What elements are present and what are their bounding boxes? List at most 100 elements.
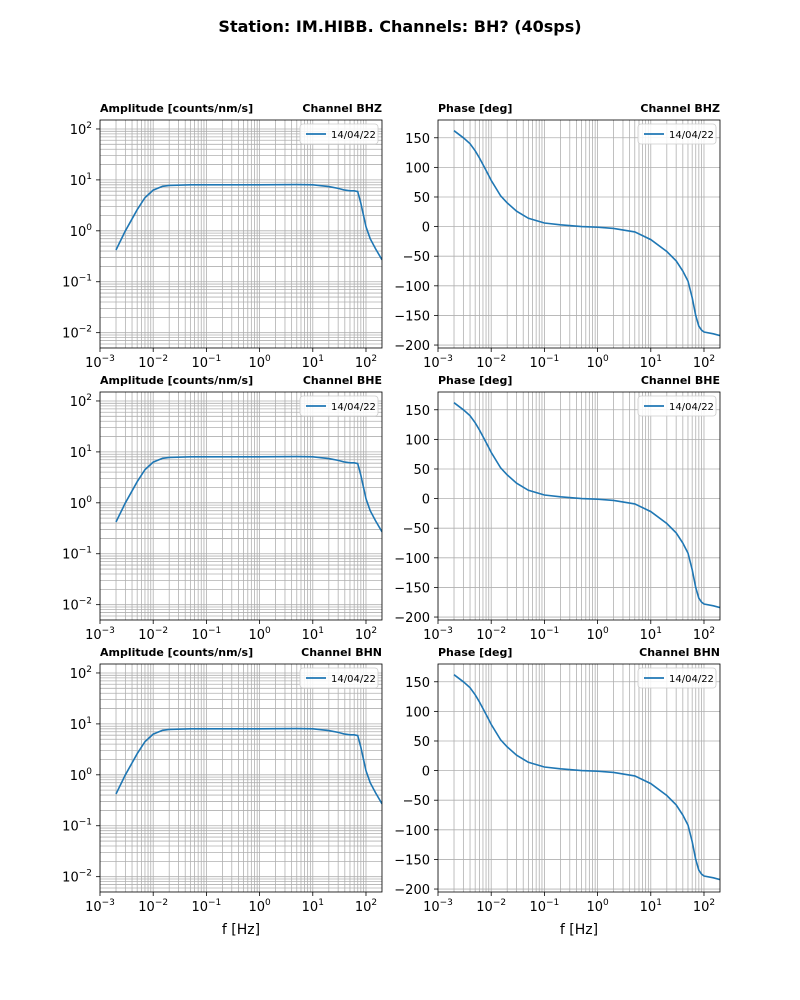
y-tick-label: 50 — [413, 191, 430, 206]
x-tick-label: 100 — [248, 898, 271, 915]
x-tick-label: 10−3 — [423, 626, 453, 643]
y-tick-label: −100 — [394, 552, 430, 567]
x-tick-label: 100 — [248, 626, 271, 643]
x-tick-label: 10−3 — [85, 626, 115, 643]
panel-title-right: Channel BHZ — [640, 102, 720, 115]
y-tick-label: 102 — [70, 393, 92, 410]
y-tick-label: −50 — [403, 522, 430, 537]
axes-frame — [437, 663, 721, 893]
y-tick-label: 150 — [405, 132, 430, 147]
y-tick-label: 100 — [405, 433, 430, 448]
y-tick-label: 150 — [405, 676, 430, 691]
y-tick-label: −50 — [403, 250, 430, 265]
figure-title: Station: IM.HIBB. Channels: BH? (40sps) — [218, 17, 581, 36]
y-tick-label: 0 — [422, 493, 430, 508]
legend-box — [637, 667, 717, 689]
grid-lines — [438, 664, 720, 892]
panel-title-left: Phase [deg] — [438, 374, 512, 387]
x-tick-label: 10−1 — [529, 626, 559, 643]
panel-phase-bhn: 10−3 10−2 10−1 100 101 102 150 100 50 0 −50 −100 −15… — [394, 646, 721, 938]
y-tick-label: −200 — [394, 883, 430, 898]
y-tick-label: 150 — [405, 404, 430, 419]
y-tick-label: 0 — [422, 765, 430, 780]
y-tick-label: 10−2 — [62, 325, 92, 342]
y-tick-label: 100 — [405, 161, 430, 176]
legend: 14/04/22 — [299, 123, 379, 145]
x-tick-label: 102 — [693, 354, 715, 371]
legend-box — [637, 123, 717, 145]
legend: 14/04/22 — [637, 395, 717, 417]
legend-box — [299, 395, 379, 417]
x-tick-label: 10−1 — [529, 354, 559, 371]
series-line — [115, 183, 382, 261]
x-tick-label: 10−2 — [476, 626, 506, 643]
legend-label: 14/04/22 — [669, 674, 714, 685]
panel-title-left: Amplitude [counts/nm/s] — [100, 374, 253, 387]
y-tick-label: −200 — [394, 339, 430, 354]
x-tick-label: 100 — [586, 354, 609, 371]
y-tick-label: 100 — [70, 223, 93, 240]
legend-label: 14/04/22 — [669, 402, 714, 413]
x-tick-label: 10−2 — [138, 626, 168, 643]
legend: 14/04/22 — [299, 667, 379, 689]
legend-label: 14/04/22 — [331, 402, 376, 413]
panel-amplitude-bhe: 10−3 10−2 10−1 100 101 102 10−2 10−1 100 101 102 Am… — [62, 374, 383, 643]
y-tick-label: 101 — [70, 444, 92, 461]
x-tick-label: 102 — [355, 898, 377, 915]
axes-frame — [437, 391, 721, 621]
y-tick-label: 100 — [405, 705, 430, 720]
x-tick-label: 101 — [640, 626, 662, 643]
panel-amplitude-bhn: 10−3 10−2 10−1 100 101 102 10−2 10−1 100 101 102 Am… — [62, 646, 383, 938]
x-tick-label: 102 — [693, 898, 715, 915]
x-tick-label: 102 — [355, 626, 377, 643]
y-tick-label: −200 — [394, 611, 430, 626]
legend-label: 14/04/22 — [331, 130, 376, 141]
y-tick-label: 10−1 — [62, 274, 92, 291]
series-line — [453, 402, 720, 609]
panels-group: 10−3 10−2 10−1 100 101 102 10−2 10−1 100 101 102 Am… — [62, 102, 721, 938]
x-tick-label: 101 — [640, 898, 662, 915]
x-tick-label: 10−1 — [191, 626, 221, 643]
legend-box — [637, 395, 717, 417]
grid-lines — [100, 392, 382, 620]
y-tick-label: 0 — [422, 221, 430, 236]
x-tick-label: 10−1 — [529, 898, 559, 915]
axes-frame — [437, 119, 721, 349]
y-tick-label: −150 — [394, 581, 430, 596]
grid-lines — [100, 120, 382, 348]
axes-frame — [99, 119, 383, 349]
x-tick-label: 10−3 — [85, 354, 115, 371]
x-tick-label: 10−2 — [138, 898, 168, 915]
legend-label: 14/04/22 — [331, 674, 376, 685]
x-tick-label: 10−2 — [476, 354, 506, 371]
y-tick-label: 10−2 — [62, 869, 92, 886]
x-tick-label: 100 — [586, 626, 609, 643]
y-tick-label: 10−1 — [62, 546, 92, 563]
y-tick-label: 101 — [70, 172, 92, 189]
y-tick-label: 50 — [413, 463, 430, 478]
y-tick-label: −150 — [394, 853, 430, 868]
panel-phase-bhz: 10−3 10−2 10−1 100 101 102 150 100 50 0 −50 −100 −15… — [394, 102, 721, 371]
x-tick-label: 101 — [302, 354, 324, 371]
x-tick-label: 101 — [302, 626, 324, 643]
x-tick-label: 10−3 — [423, 898, 453, 915]
y-tick-label: 10−2 — [62, 597, 92, 614]
x-axis-label: f [Hz] — [222, 922, 260, 938]
y-tick-label: 100 — [70, 495, 93, 512]
y-tick-label: 10−1 — [62, 818, 92, 835]
panel-title-right: Channel BHN — [639, 646, 720, 659]
legend-box — [299, 667, 379, 689]
x-tick-label: 100 — [586, 898, 609, 915]
panel-title-right: Channel BHE — [303, 374, 382, 387]
legend: 14/04/22 — [299, 395, 379, 417]
grid-lines — [100, 664, 382, 892]
legend-box — [299, 123, 379, 145]
series-line — [115, 455, 382, 533]
x-tick-label: 10−2 — [138, 354, 168, 371]
panel-title-right: Channel BHZ — [302, 102, 382, 115]
grid-lines — [438, 392, 720, 620]
y-tick-label: 101 — [70, 716, 92, 733]
axes-frame — [99, 391, 383, 621]
y-tick-label: −100 — [394, 824, 430, 839]
